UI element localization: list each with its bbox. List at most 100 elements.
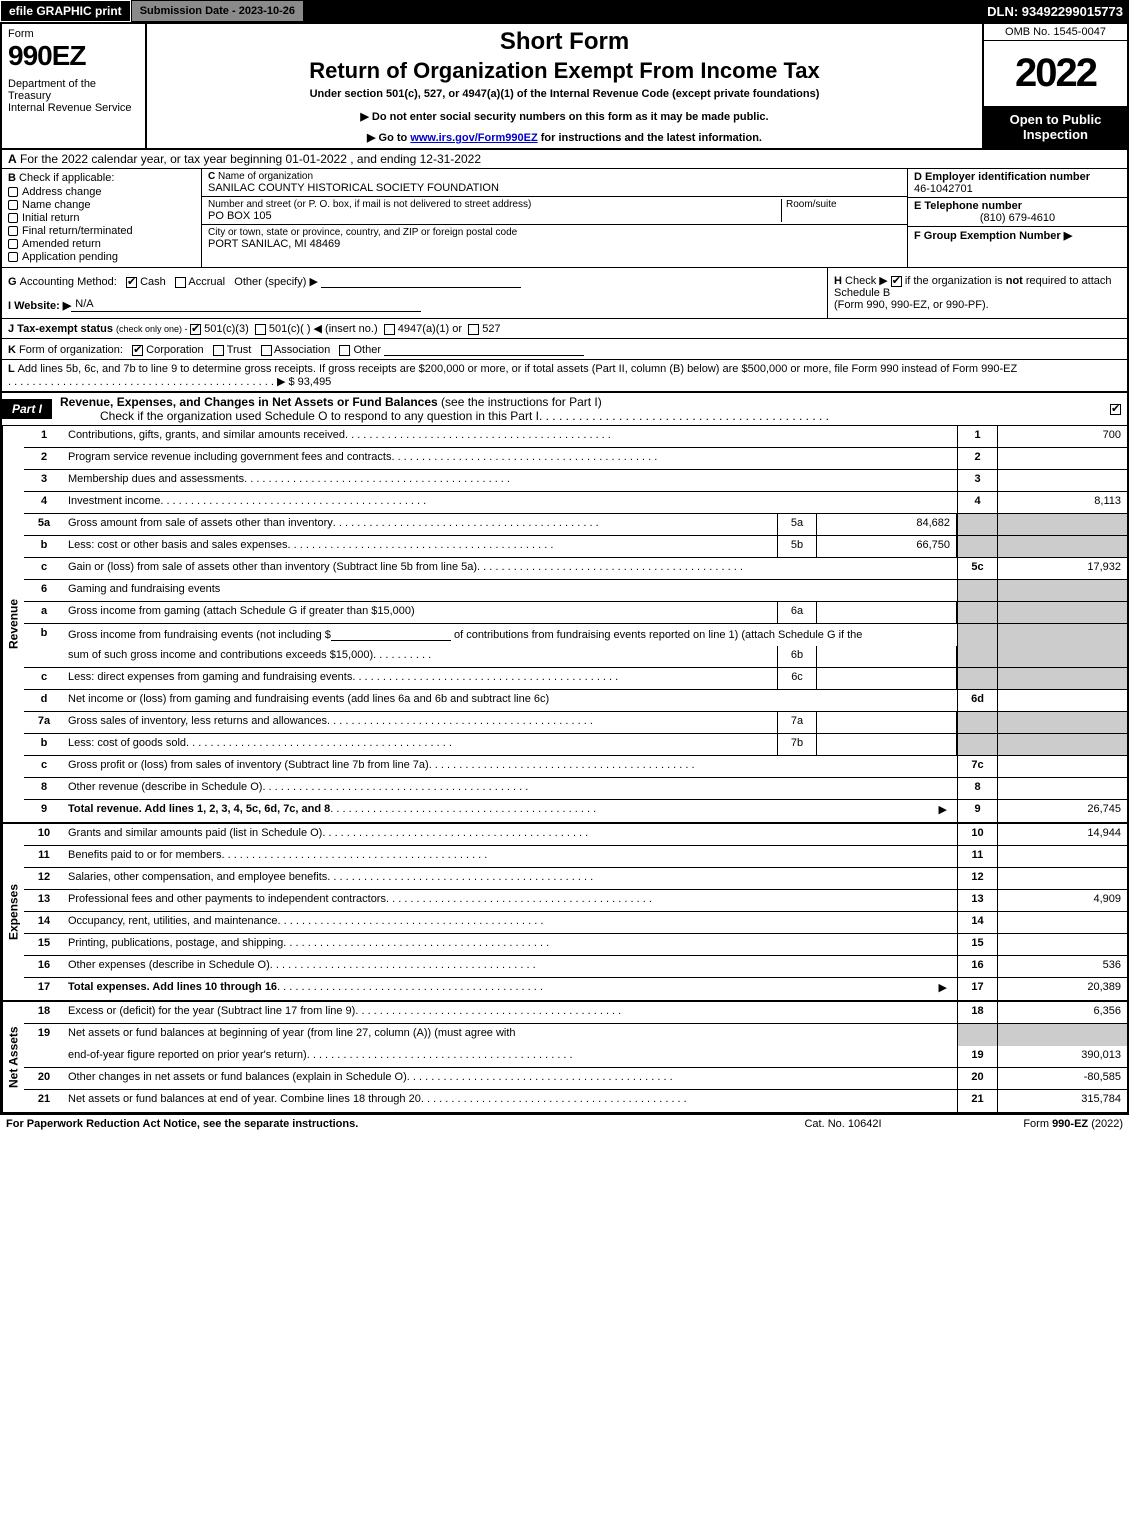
- col-def: D Employer identification number 46-1042…: [907, 169, 1127, 267]
- col-b: B Check if applicable: Address change Na…: [2, 169, 202, 267]
- col-c: C Name of organization SANILAC COUNTY HI…: [202, 169, 907, 267]
- line-1-value: 700: [997, 426, 1127, 447]
- line-2: 2 Program service revenue including gove…: [24, 448, 1127, 470]
- efile-print-button[interactable]: efile GRAPHIC print: [0, 0, 131, 22]
- expenses-table: Expenses 10 Grants and similar amounts p…: [2, 824, 1127, 1002]
- line-6: 6 Gaming and fundraising events: [24, 580, 1127, 602]
- revenue-table: Revenue 1 Contributions, gifts, grants, …: [2, 426, 1127, 824]
- line-5a: 5a Gross amount from sale of assets othe…: [24, 514, 1127, 536]
- line-9: 9 Total revenue. Add lines 1, 2, 3, 4, 5…: [24, 800, 1127, 822]
- line-6a: a Gross income from gaming (attach Sched…: [24, 602, 1127, 624]
- group-exemption-row: F Group Exemption Number ▶: [908, 227, 1127, 267]
- ein-row: D Employer identification number 46-1042…: [908, 169, 1127, 198]
- do-not-enter-text: ▶ Do not enter social security numbers o…: [155, 110, 974, 123]
- checkbox-association[interactable]: [261, 345, 272, 356]
- irs-link[interactable]: www.irs.gov/Form990EZ: [410, 132, 537, 144]
- form-number: 990EZ: [8, 40, 139, 72]
- paperwork-notice: For Paperwork Reduction Act Notice, see …: [6, 1118, 743, 1130]
- checkbox-corporation[interactable]: [132, 345, 143, 356]
- line-10: 10 Grants and similar amounts paid (list…: [24, 824, 1127, 846]
- line-5b-value: 66,750: [817, 536, 957, 557]
- gross-receipts-value: 93,495: [298, 376, 332, 388]
- section-bcdef: B Check if applicable: Address change Na…: [2, 169, 1127, 268]
- form-container: Form 990EZ Department of the Treasury In…: [0, 22, 1129, 1114]
- line-20: 20 Other changes in net assets or fund b…: [24, 1068, 1127, 1090]
- revenue-side-label: Revenue: [2, 426, 24, 822]
- street-address: PO BOX 105: [208, 210, 781, 222]
- checkbox-final-return[interactable]: Final return/terminated: [8, 225, 195, 237]
- line-20-value: -80,585: [997, 1068, 1127, 1089]
- cat-number: Cat. No. 10642I: [743, 1118, 943, 1130]
- public-inspection-label: Open to Public Inspection: [984, 106, 1127, 148]
- street-row: Number and street (or P. O. box, if mail…: [202, 197, 907, 225]
- line-6b-1: b Gross income from fundraising events (…: [24, 624, 1127, 646]
- checkbox-trust[interactable]: [213, 345, 224, 356]
- line-19-1: 19 Net assets or fund balances at beginn…: [24, 1024, 1127, 1046]
- city-row: City or town, state or province, country…: [202, 225, 907, 252]
- line-16: 16 Other expenses (describe in Schedule …: [24, 956, 1127, 978]
- line-17: 17 Total expenses. Add lines 10 through …: [24, 978, 1127, 1000]
- ein-value: 46-1042701: [914, 183, 1121, 195]
- omb-number: OMB No. 1545-0047: [984, 24, 1127, 41]
- line-17-value: 20,389: [997, 978, 1127, 1000]
- line-5a-value: 84,682: [817, 514, 957, 535]
- checkbox-cash[interactable]: [126, 277, 137, 288]
- checkbox-501c[interactable]: [255, 324, 266, 335]
- header-middle: Short Form Return of Organization Exempt…: [147, 24, 982, 148]
- row-k: K Form of organization: Corporation Trus…: [2, 339, 1127, 360]
- line-13-value: 4,909: [997, 890, 1127, 911]
- checkbox-address-change[interactable]: Address change: [8, 186, 195, 198]
- net-assets-side-label: Net Assets: [2, 1002, 24, 1112]
- phone-row: E Telephone number (810) 679-4610: [908, 198, 1127, 227]
- row-l: L Add lines 5b, 6c, and 7b to line 9 to …: [2, 360, 1127, 393]
- line-9-value: 26,745: [997, 800, 1127, 822]
- phone-value: (810) 679-4610: [914, 212, 1121, 224]
- website-value: N/A: [71, 298, 421, 312]
- row-h: H Check ▶ if the organization is not req…: [827, 268, 1127, 318]
- checkbox-501c3[interactable]: [190, 324, 201, 335]
- line-3: 3 Membership dues and assessments 3: [24, 470, 1127, 492]
- checkbox-name-change[interactable]: Name change: [8, 199, 195, 211]
- checkbox-application-pending[interactable]: Application pending: [8, 251, 195, 263]
- checkbox-527[interactable]: [468, 324, 479, 335]
- line-18-value: 6,356: [997, 1002, 1127, 1023]
- header-right: OMB No. 1545-0047 2022 Open to Public In…: [982, 24, 1127, 148]
- org-name-row: C Name of organization SANILAC COUNTY HI…: [202, 169, 907, 197]
- short-form-title: Short Form: [155, 28, 974, 56]
- row-a: A For the 2022 calendar year, or tax yea…: [2, 150, 1127, 169]
- line-21-value: 315,784: [997, 1090, 1127, 1112]
- checkbox-schedule-b[interactable]: [891, 276, 902, 287]
- line-5b: b Less: cost or other basis and sales ex…: [24, 536, 1127, 558]
- top-bar: efile GRAPHIC print Submission Date - 20…: [0, 0, 1129, 22]
- line-4: 4 Investment income 4 8,113: [24, 492, 1127, 514]
- part-1-tag: Part I: [2, 399, 52, 419]
- form-label: Form: [8, 28, 139, 40]
- line-4-value: 8,113: [997, 492, 1127, 513]
- checkbox-initial-return[interactable]: Initial return: [8, 212, 195, 224]
- checkbox-4947[interactable]: [384, 324, 395, 335]
- line-19-2: end-of-year figure reported on prior yea…: [24, 1046, 1127, 1068]
- row-g: G Accounting Method: Cash Accrual Other …: [2, 268, 827, 318]
- checkbox-other-org[interactable]: [339, 345, 350, 356]
- line-19-value: 390,013: [997, 1046, 1127, 1067]
- line-10-value: 14,944: [997, 824, 1127, 845]
- part-1-header: Part I Revenue, Expenses, and Changes in…: [2, 393, 1127, 426]
- org-name: SANILAC COUNTY HISTORICAL SOCIETY FOUNDA…: [208, 182, 901, 194]
- dln-label: DLN: 93492299015773: [981, 0, 1129, 22]
- line-21: 21 Net assets or fund balances at end of…: [24, 1090, 1127, 1112]
- line-15: 15 Printing, publications, postage, and …: [24, 934, 1127, 956]
- under-section-text: Under section 501(c), 527, or 4947(a)(1)…: [155, 88, 974, 100]
- other-specify-input[interactable]: [321, 274, 521, 288]
- net-assets-table: Net Assets 18 Excess or (deficit) for th…: [2, 1002, 1127, 1112]
- checkbox-accrual[interactable]: [175, 277, 186, 288]
- city-state-zip: PORT SANILAC, MI 48469: [208, 238, 901, 250]
- line-6c: c Less: direct expenses from gaming and …: [24, 668, 1127, 690]
- checkbox-schedule-o[interactable]: [1110, 404, 1121, 415]
- line-1: 1 Contributions, gifts, grants, and simi…: [24, 426, 1127, 448]
- page-footer: For Paperwork Reduction Act Notice, see …: [0, 1114, 1129, 1133]
- checkbox-amended-return[interactable]: Amended return: [8, 238, 195, 250]
- form-ref: Form 990-EZ (2022): [943, 1118, 1123, 1130]
- submission-date: Submission Date - 2023-10-26: [131, 0, 304, 22]
- line-6d: d Net income or (loss) from gaming and f…: [24, 690, 1127, 712]
- form-header: Form 990EZ Department of the Treasury In…: [2, 24, 1127, 150]
